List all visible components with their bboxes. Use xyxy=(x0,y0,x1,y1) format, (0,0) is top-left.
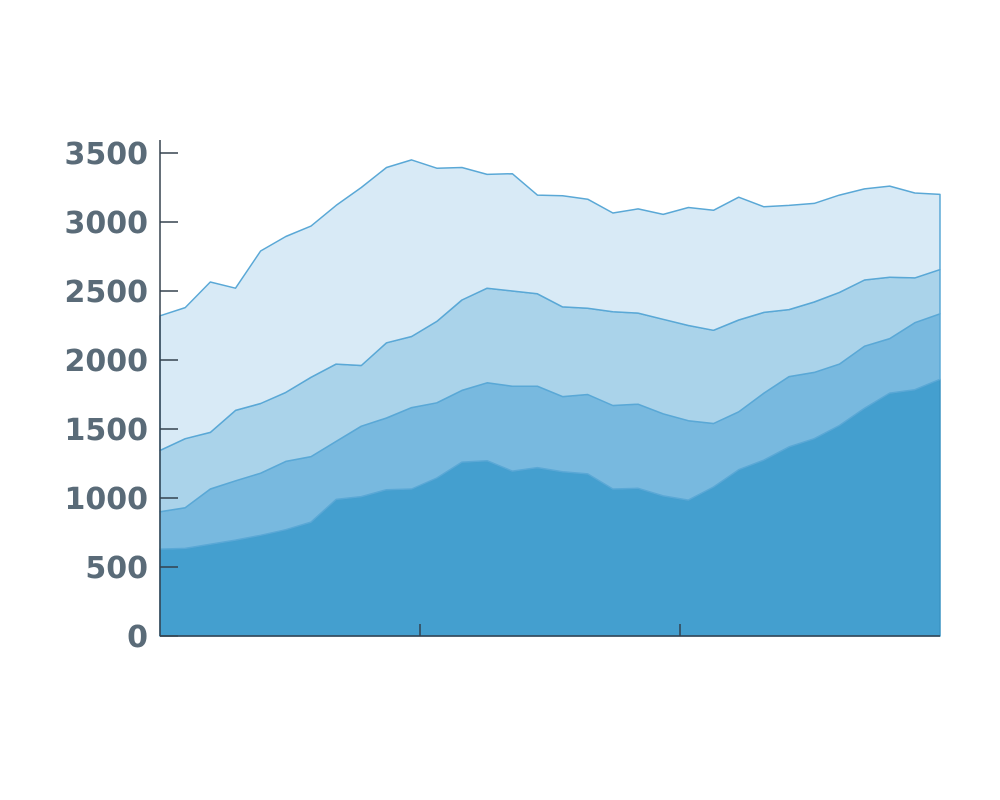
y-tick-label: 1500 xyxy=(65,413,149,448)
area-series-group xyxy=(159,159,941,637)
y-tick-label-group: 0 500 1000 1500 2000 2500 3000 3500 xyxy=(65,137,149,655)
y-tick-label: 3500 xyxy=(65,137,149,172)
y-tick-label: 3000 xyxy=(65,206,149,241)
y-tick-label: 0 xyxy=(127,620,148,655)
y-tick-label: 1000 xyxy=(65,482,149,517)
area-series-4 xyxy=(159,159,941,452)
y-tick-label: 500 xyxy=(85,551,148,586)
axes-group xyxy=(159,140,940,637)
y-tick-label: 2500 xyxy=(65,275,149,310)
y-tick-label: 2000 xyxy=(65,344,149,379)
